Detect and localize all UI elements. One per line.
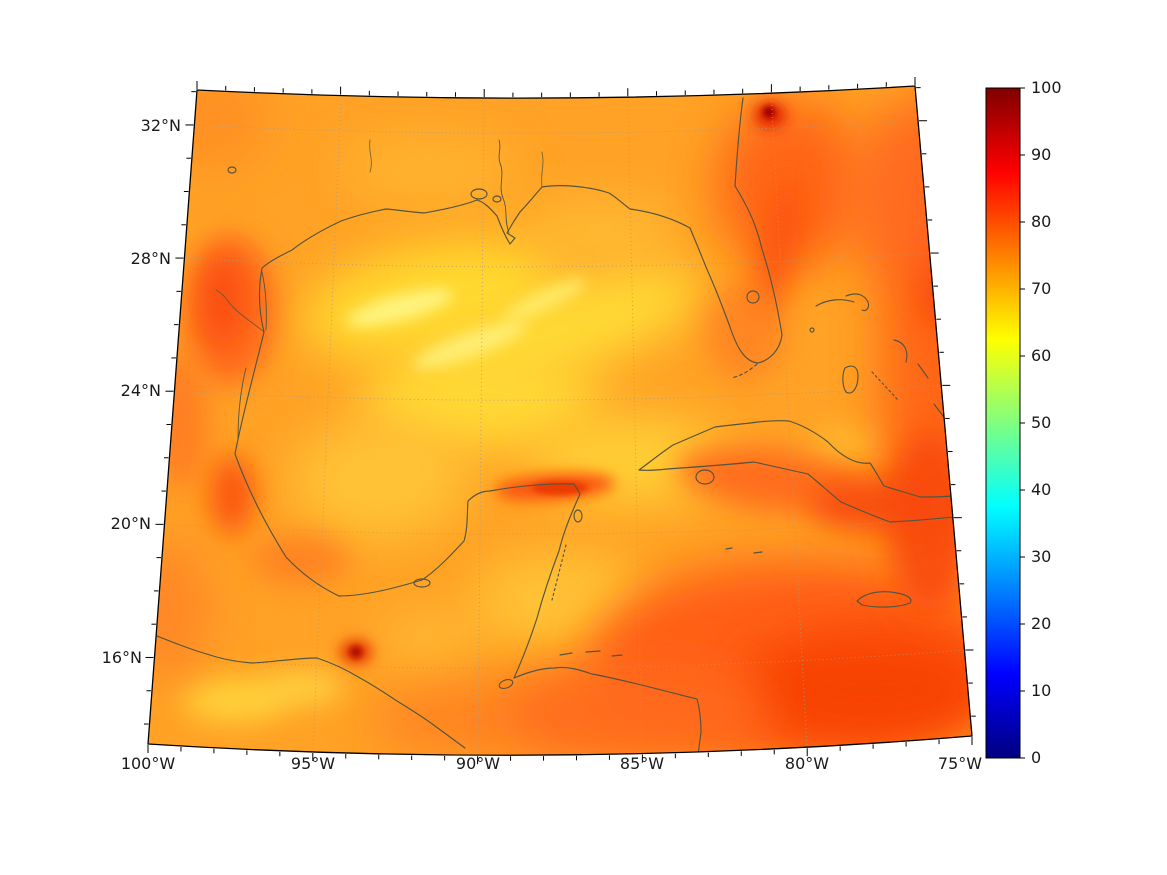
colorbar-tick-label: 20	[1031, 614, 1051, 633]
bimini-island	[809, 327, 815, 333]
lat-tick-label: 32°N	[141, 116, 181, 135]
heatmap-field	[148, 86, 972, 756]
colorbar-tick-label: 0	[1031, 748, 1041, 767]
colorbar-tick-label: 40	[1031, 480, 1051, 499]
meridian-95w	[312, 95, 342, 753]
coast-pacific	[151, 633, 466, 749]
isle-of-youth	[695, 469, 715, 485]
laguna-madre-mx	[237, 367, 247, 439]
colorbar-tick-label: 60	[1031, 346, 1051, 365]
colorbar-tick-label: 30	[1031, 547, 1051, 566]
texas-lake	[227, 166, 237, 174]
coast-mainland	[234, 97, 783, 756]
alabama-river	[541, 151, 544, 188]
lat-tick-label: 28°N	[131, 249, 171, 268]
lake-izabal	[498, 678, 514, 690]
lake-pontchartrain	[470, 188, 488, 200]
bay-islands	[559, 650, 623, 657]
rio-grande-river	[215, 289, 265, 333]
axis-ticks	[143, 77, 1025, 765]
colorbar-tick-label: 70	[1031, 279, 1051, 298]
colorbar-tick-label: 80	[1031, 212, 1051, 231]
lon-tick-label: 80°W	[785, 754, 829, 773]
colorbar-tick-label: 90	[1031, 145, 1051, 164]
coast-exuma-cays	[871, 371, 899, 401]
mississippi-river	[498, 139, 510, 234]
lon-tick-label: 75°W	[938, 754, 982, 773]
cayman-islands	[725, 547, 763, 554]
lake-okeechobee	[746, 290, 760, 304]
colorbar-tick-label: 10	[1031, 681, 1051, 700]
cozumel-island	[573, 509, 583, 523]
meridian-85w	[627, 96, 643, 755]
coast-florida-keys	[730, 363, 758, 379]
coast-hispaniola-edge	[958, 535, 972, 575]
laguna-madre-tx	[261, 271, 267, 331]
terminos-lagoon	[413, 578, 431, 588]
lon-axis: 100°W 95°W 90°W 85°W 80°W 75°W	[121, 754, 982, 773]
meridian-90w	[477, 97, 485, 756]
coast-cuba	[638, 420, 956, 523]
lon-tick-label: 85°W	[620, 754, 664, 773]
colorbar-tick-label: 50	[1031, 413, 1051, 432]
texas-river	[369, 139, 372, 173]
coast-jamaica	[856, 591, 912, 608]
lon-tick-label: 90°W	[456, 754, 500, 773]
belize-reef	[551, 544, 567, 601]
lake-maurepas	[492, 195, 502, 203]
colorbar: 100 90 80 70 60 50 40 30 20 10 0	[985, 78, 1062, 767]
lat-tick-label: 16°N	[102, 648, 142, 667]
colorbar-gradient	[985, 87, 1021, 759]
lat-axis: 32°N 28°N 24°N 20°N 16°N	[102, 116, 181, 667]
lon-tick-label: 95°W	[291, 754, 335, 773]
colorbar-tick-label: 100	[1031, 78, 1062, 97]
map-boundary	[147, 85, 973, 756]
colorbar-labels: 100 90 80 70 60 50 40 30 20 10 0	[1031, 78, 1062, 767]
lon-tick-label: 100°W	[121, 754, 176, 773]
lat-tick-label: 20°N	[111, 514, 151, 533]
lat-tick-label: 24°N	[121, 381, 161, 400]
